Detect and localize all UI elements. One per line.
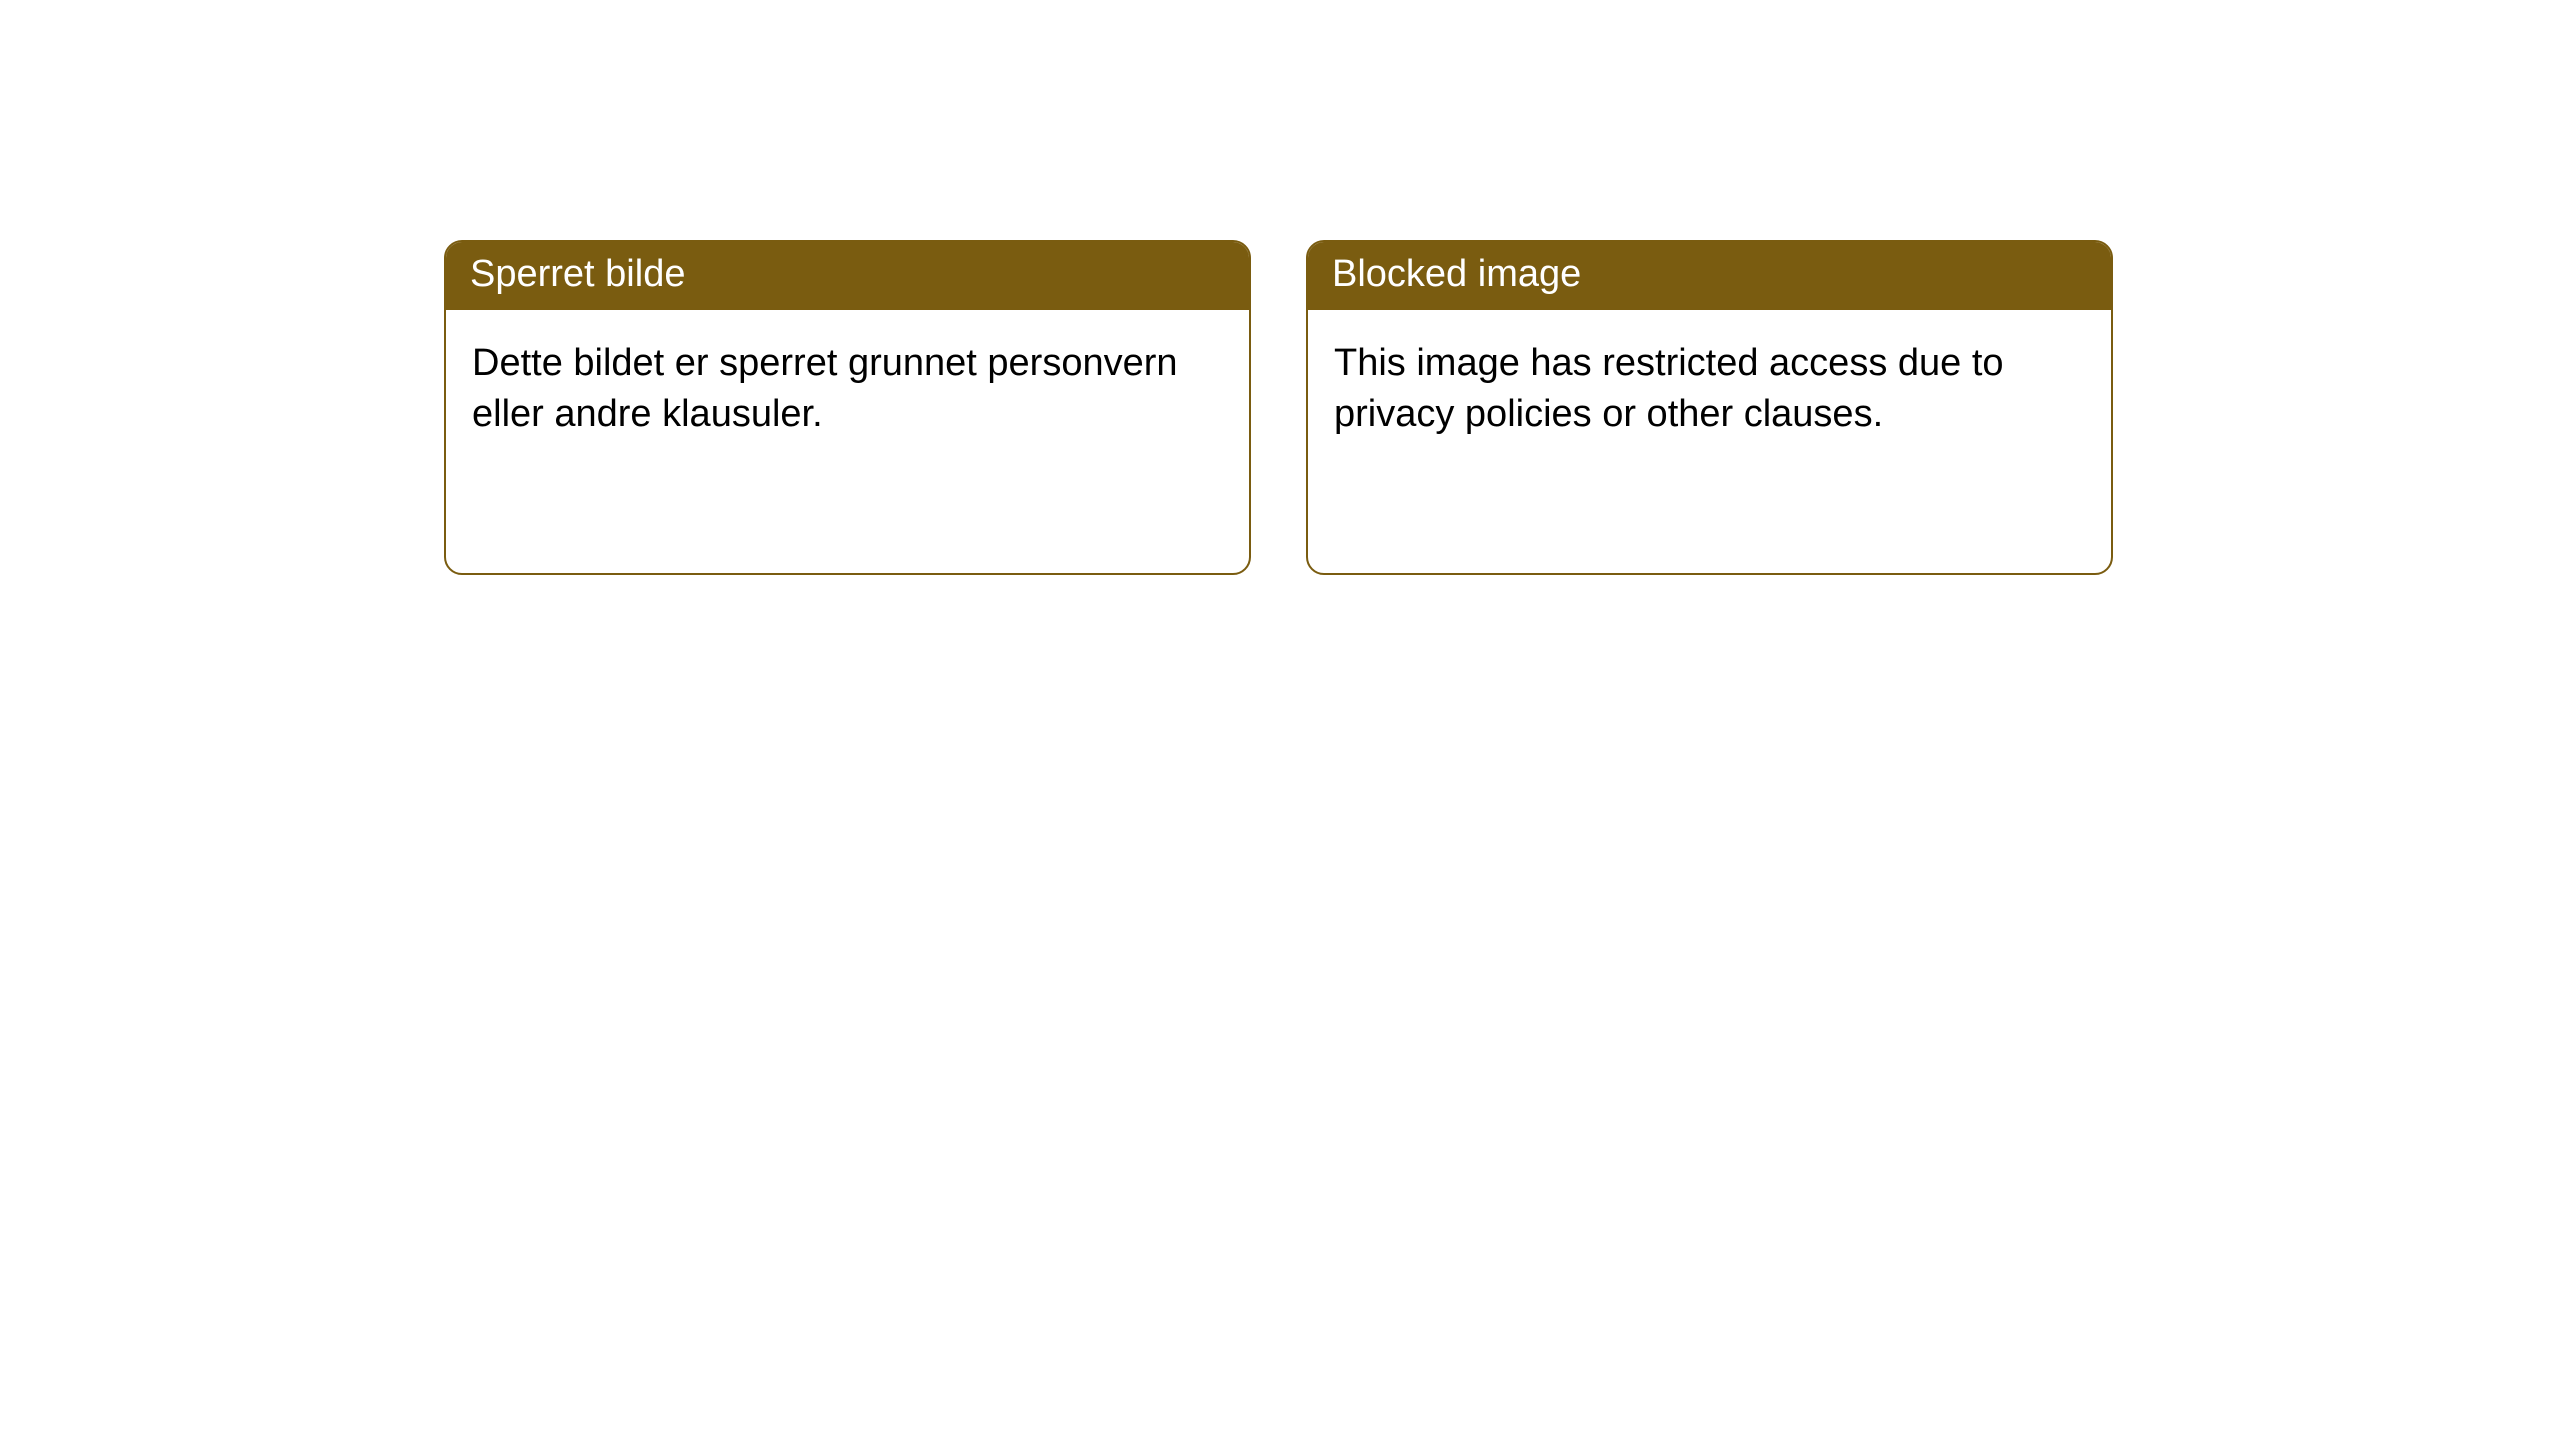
card-header: Sperret bilde [446,242,1249,310]
card-body: Dette bildet er sperret grunnet personve… [446,310,1249,469]
card-body-text: Dette bildet er sperret grunnet personve… [472,342,1178,435]
notice-cards-container: Sperret bilde Dette bildet er sperret gr… [444,240,2113,575]
notice-card-english: Blocked image This image has restricted … [1306,240,2113,575]
card-header: Blocked image [1308,242,2111,310]
notice-card-norwegian: Sperret bilde Dette bildet er sperret gr… [444,240,1251,575]
card-body-text: This image has restricted access due to … [1334,342,2004,435]
card-title: Sperret bilde [470,253,685,295]
card-title: Blocked image [1332,253,1581,295]
card-body: This image has restricted access due to … [1308,310,2111,469]
